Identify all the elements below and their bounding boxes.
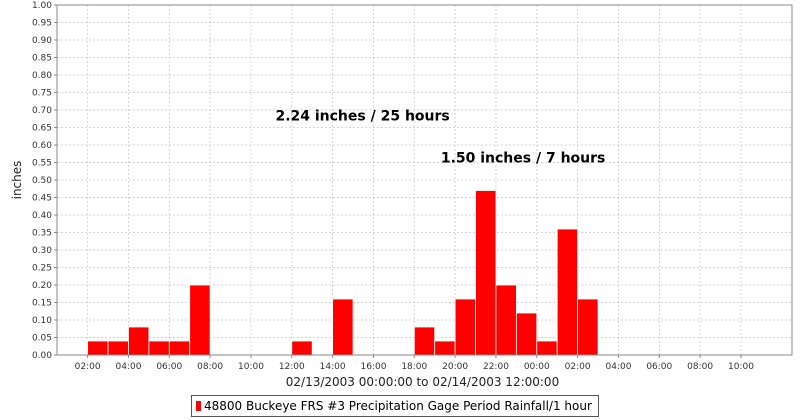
y-tick-label: 0.65 — [32, 124, 52, 134]
bar — [577, 298, 599, 356]
x-tick-label: 18:00 — [401, 362, 427, 372]
x-tick-label: 20:00 — [442, 362, 468, 372]
bar — [332, 298, 354, 356]
y-tick-label: 0.00 — [32, 351, 52, 361]
y-tick-label: 1.00 — [32, 1, 52, 11]
y-tick-label: 0.55 — [32, 159, 52, 169]
bar — [168, 340, 191, 356]
bar — [495, 284, 517, 356]
y-tick-label: 0.25 — [32, 264, 52, 274]
y-tick-label: 0.75 — [32, 89, 52, 99]
y-axis-ticks: 0.00 0.05 0.10 0.15 0.20 0.25 0.30 0.35 0.40 0.45… — [32, 1, 57, 361]
x-tick-label: 16:00 — [360, 362, 386, 372]
y-tick-label: 0.30 — [32, 246, 52, 256]
x-tick-label: 06:00 — [156, 362, 182, 372]
bar — [515, 312, 538, 356]
bar — [475, 190, 497, 356]
bar — [434, 340, 456, 356]
x-tick-label: 02:00 — [75, 362, 101, 372]
annotation-label: 1.50 inches / 7 hours — [441, 151, 606, 167]
y-tick-label: 0.85 — [32, 54, 52, 64]
x-tick-label: 04:00 — [115, 362, 141, 372]
x-axis-label: 02/13/2003 00:00:00 to 02/14/2003 12:00:… — [286, 375, 559, 389]
x-tick-label: 08:00 — [687, 362, 713, 372]
annotations: 2.24 inches / 25 hours 1.50 inches / 7 ho… — [275, 109, 605, 167]
legend-label: 48800 Buckeye FRS #3 Precipitation Gage … — [204, 399, 592, 413]
bar — [128, 326, 150, 356]
y-tick-label: 0.80 — [32, 71, 52, 81]
y-axis-label: inches — [10, 161, 24, 200]
x-tick-label: 00:00 — [524, 362, 550, 372]
x-tick-label: 10:00 — [238, 362, 264, 372]
y-tick-label: 0.40 — [32, 211, 52, 221]
y-tick-label: 0.45 — [32, 194, 52, 204]
bar-series — [87, 190, 599, 356]
bar — [87, 340, 109, 356]
x-tick-label: 14:00 — [320, 362, 346, 372]
y-tick-label: 0.95 — [32, 19, 52, 29]
x-tick-label: 02:00 — [565, 362, 591, 372]
y-tick-label: 0.05 — [32, 334, 52, 344]
bar — [291, 340, 313, 356]
annotation-label: 2.24 inches / 25 hours — [275, 109, 449, 125]
x-axis-ticks: 02:00 04:00 06:00 08:00 10:00 12:00 14:00 16:00… — [75, 355, 754, 372]
y-tick-label: 0.15 — [32, 299, 52, 309]
y-tick-label: 0.70 — [32, 106, 52, 116]
x-tick-label: 22:00 — [483, 362, 509, 372]
x-tick-label: 08:00 — [197, 362, 223, 372]
grid-lines — [57, 5, 792, 355]
legend: 48800 Buckeye FRS #3 Precipitation Gage … — [191, 395, 599, 417]
bar — [413, 326, 436, 356]
x-tick-label: 06:00 — [646, 362, 672, 372]
y-tick-label: 0.35 — [32, 229, 52, 239]
legend-swatch — [196, 401, 201, 411]
bar — [189, 284, 211, 356]
bar — [107, 340, 129, 356]
bar — [148, 340, 170, 356]
x-tick-label: 04:00 — [605, 362, 631, 372]
bar — [536, 340, 558, 356]
y-tick-label: 0.50 — [32, 176, 52, 186]
bar — [556, 228, 579, 356]
x-tick-label: 12:00 — [279, 362, 305, 372]
bar — [454, 298, 476, 356]
y-tick-label: 0.20 — [32, 281, 52, 291]
y-tick-label: 0.90 — [32, 36, 52, 46]
x-tick-label: 10:00 — [728, 362, 754, 372]
y-tick-label: 0.10 — [32, 316, 52, 326]
y-tick-label: 0.60 — [32, 141, 52, 151]
